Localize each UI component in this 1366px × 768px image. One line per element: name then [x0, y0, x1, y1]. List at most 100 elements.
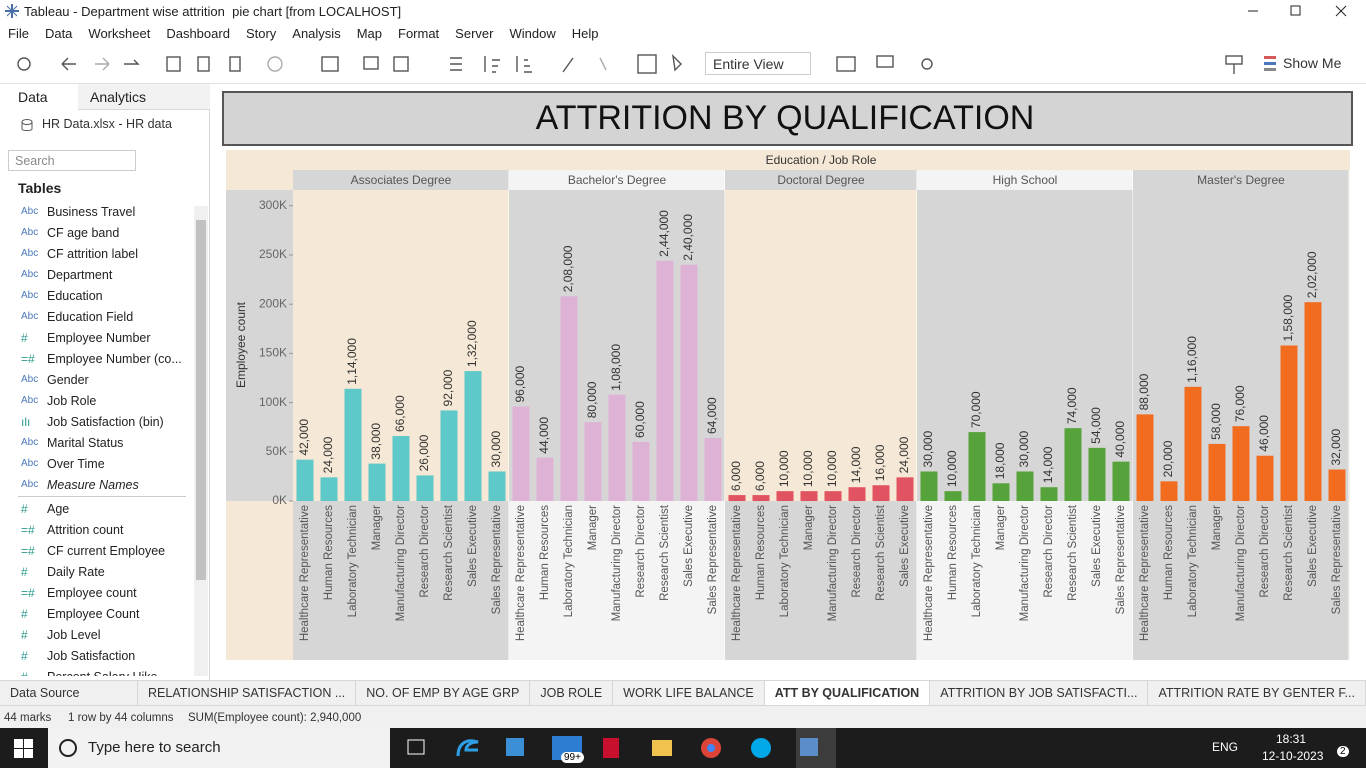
value-label: 32,000	[1329, 428, 1343, 465]
field[interactable]: # Daily Rate	[0, 561, 190, 582]
data-source-tab[interactable]: Data Source	[0, 681, 139, 705]
menu-item[interactable]: Dashboard	[166, 26, 230, 41]
menu-item[interactable]: Story	[245, 26, 277, 41]
value-label: 2,08,000	[561, 245, 575, 292]
field[interactable]: Abc Education Field	[0, 306, 190, 327]
show-me[interactable]: Show Me	[1283, 55, 1342, 71]
menu-item[interactable]: Format	[398, 26, 440, 41]
field[interactable]: Abc Education	[0, 285, 190, 306]
bar	[344, 388, 362, 501]
label-bg	[293, 501, 509, 660]
toolbar: Entire View Show Me	[0, 44, 1366, 84]
sheet-tab[interactable]: JOB ROLE	[530, 681, 614, 705]
field[interactable]: Abc Marital Status	[0, 432, 190, 453]
field[interactable]: Abc CF attrition label	[0, 243, 190, 264]
bar	[1232, 426, 1250, 501]
menu-item[interactable]: File	[8, 26, 29, 41]
x-tick-label: Laboratory Technician	[779, 505, 791, 617]
field[interactable]: # Job Satisfaction	[0, 645, 190, 666]
field[interactable]: # Age	[0, 498, 190, 519]
taskbar-apps[interactable]	[400, 728, 840, 768]
value-label: 10,000	[825, 450, 839, 487]
clock-time[interactable]: 18:31	[1276, 732, 1307, 746]
value-label: 2,02,000	[1305, 251, 1319, 298]
scrollbar[interactable]	[194, 206, 208, 676]
menu-item[interactable]: Data	[44, 26, 73, 41]
menu-item[interactable]: Map	[356, 26, 382, 41]
show-me-icons[interactable]	[1222, 52, 1282, 76]
x-tick-label: Human Resources	[539, 505, 551, 600]
bar	[1208, 443, 1226, 501]
bar	[296, 459, 314, 501]
bar	[1064, 428, 1082, 501]
menu-item[interactable]: Analysis	[292, 26, 341, 41]
value-label: 66,000	[393, 395, 407, 432]
group-header: Associates Degree	[351, 173, 452, 187]
toolbar-icons[interactable]	[0, 44, 700, 84]
field-icon: Abc	[21, 458, 39, 469]
value-label: 42,000	[297, 419, 311, 456]
field[interactable]: # Employee Count	[0, 603, 190, 624]
sheet-tab[interactable]: NO. OF EMP BY AGE GRP	[356, 681, 531, 705]
field[interactable]: ılı Job Satisfaction (bin)	[0, 411, 190, 432]
bar	[992, 483, 1010, 501]
search-icon	[59, 739, 77, 757]
taskbar-search[interactable]: Type here to search	[48, 728, 390, 768]
x-tick-label: Research Scientist	[443, 504, 455, 601]
clock-date[interactable]: 12-10-2023	[1262, 749, 1324, 763]
field-icon: #	[21, 606, 28, 621]
field[interactable]: #Percent Salary Hike	[0, 666, 190, 677]
start-button[interactable]	[14, 739, 34, 759]
sheet-tab[interactable]: ATT BY QUALIFICATION	[764, 681, 931, 705]
sheet-tab[interactable]: ATTRITION BY JOB SATISFACTI...	[930, 681, 1149, 705]
view-dropdown[interactable]: Entire View	[705, 52, 811, 75]
field[interactable]: =# CF current Employee	[0, 540, 190, 561]
field[interactable]: Abc Over Time	[0, 453, 190, 474]
value-label: 14,000	[1041, 446, 1055, 483]
data-tab[interactable]: Data	[18, 89, 48, 105]
value-label: 20,000	[1161, 440, 1175, 477]
analytics-tab[interactable]: Analytics	[90, 89, 147, 105]
field[interactable]: =# Employee Number (co...	[0, 348, 190, 369]
field[interactable]: Abc Measure Names	[0, 474, 190, 495]
field[interactable]: Abc Business Travel	[0, 201, 190, 222]
field[interactable]: Abc Gender	[0, 369, 190, 390]
field[interactable]: =# Employee count	[0, 582, 190, 603]
field[interactable]: # Employee Number	[0, 327, 190, 348]
window-controls[interactable]	[1240, 2, 1360, 20]
menu-item[interactable]: Worksheet	[88, 26, 151, 41]
sheet-tab[interactable]: WORK LIFE BALANCE	[613, 681, 765, 705]
value-label: 24,000	[321, 436, 335, 473]
menu-item[interactable]: Help	[571, 26, 599, 41]
value-label: 2,44,000	[657, 210, 671, 257]
x-tick-label: Sales Executive	[899, 505, 911, 587]
field-name: Percent Salary Hike	[47, 670, 157, 677]
value-label: 16,000	[873, 444, 887, 481]
field[interactable]: # Job Level	[0, 624, 190, 645]
menu-item[interactable]: Server	[455, 26, 494, 41]
field[interactable]: =# Attrition count	[0, 519, 190, 540]
bar	[1304, 302, 1322, 501]
language[interactable]: ENG	[1212, 740, 1239, 754]
bar	[1256, 455, 1274, 501]
x-tick-label: Manufacturing Director	[395, 505, 407, 621]
sheet-tab[interactable]: ATTRITION RATE BY GENTER F...	[1148, 681, 1366, 705]
x-tick-label: Research Scientist	[659, 504, 671, 601]
field[interactable]: Abc Job Role	[0, 390, 190, 411]
field[interactable]: Abc Department	[0, 264, 190, 285]
bar	[872, 485, 890, 501]
menu-item[interactable]: Window	[509, 26, 556, 41]
search-box[interactable]: Search	[8, 150, 136, 171]
bar	[1016, 471, 1034, 501]
field[interactable]: Abc CF age band	[0, 222, 190, 243]
sheet-tab[interactable]: RELATIONSHIP SATISFACTION ...	[138, 681, 357, 705]
toolbar-icons-right[interactable]	[835, 52, 955, 76]
data-source[interactable]: HR Data.xlsx - HR data	[42, 117, 172, 131]
notification-count[interactable]: 2	[1337, 746, 1349, 757]
field-name: Job Satisfaction	[47, 648, 136, 663]
x-tick-label: Sales Representative	[1115, 505, 1127, 614]
scroll-thumb[interactable]	[196, 220, 206, 580]
search-text: Type here to search	[88, 739, 221, 756]
value-label: 18,000	[993, 442, 1007, 479]
